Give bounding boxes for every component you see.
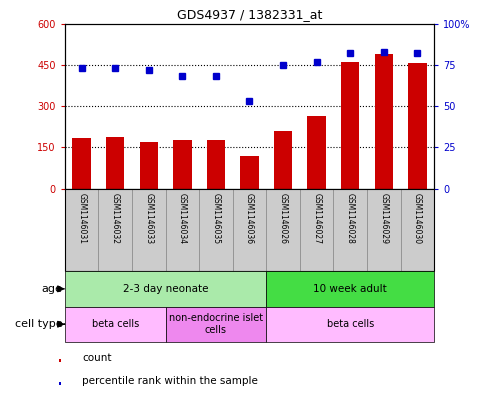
Text: GSM1146031: GSM1146031 xyxy=(77,193,86,244)
Text: GSM1146028: GSM1146028 xyxy=(346,193,355,244)
Text: percentile rank within the sample: percentile rank within the sample xyxy=(82,376,258,386)
Bar xyxy=(274,131,292,189)
Text: GSM1146032: GSM1146032 xyxy=(111,193,120,244)
Text: GSM1146026: GSM1146026 xyxy=(278,193,287,244)
Bar xyxy=(98,189,132,271)
Text: cell type: cell type xyxy=(15,319,62,329)
Bar xyxy=(333,189,367,271)
Bar xyxy=(199,189,233,271)
Bar xyxy=(65,271,266,307)
Bar xyxy=(59,359,61,362)
Bar xyxy=(59,382,61,385)
Bar xyxy=(166,189,199,271)
Bar xyxy=(266,307,434,342)
Text: non-endocrine islet
cells: non-endocrine islet cells xyxy=(169,314,263,335)
Bar xyxy=(307,116,326,189)
Bar xyxy=(166,307,266,342)
Text: count: count xyxy=(82,353,112,363)
Bar xyxy=(65,189,98,271)
Bar xyxy=(106,137,124,189)
Text: beta cells: beta cells xyxy=(326,319,374,329)
Bar xyxy=(132,189,166,271)
Text: GSM1146036: GSM1146036 xyxy=(245,193,254,244)
Text: GSM1146033: GSM1146033 xyxy=(144,193,153,244)
Text: age: age xyxy=(41,284,62,294)
Bar xyxy=(408,63,427,189)
Bar xyxy=(375,54,393,189)
Text: GSM1146027: GSM1146027 xyxy=(312,193,321,244)
Text: GSM1146034: GSM1146034 xyxy=(178,193,187,244)
Title: GDS4937 / 1382331_at: GDS4937 / 1382331_at xyxy=(177,8,322,21)
Bar xyxy=(266,189,300,271)
Bar xyxy=(300,189,333,271)
Text: GSM1146030: GSM1146030 xyxy=(413,193,422,244)
Text: 10 week adult: 10 week adult xyxy=(313,284,387,294)
Bar xyxy=(72,138,91,189)
Bar xyxy=(367,189,401,271)
Bar xyxy=(233,189,266,271)
Bar xyxy=(207,140,225,189)
Bar xyxy=(266,271,434,307)
Text: 2-3 day neonate: 2-3 day neonate xyxy=(123,284,208,294)
Bar xyxy=(173,140,192,189)
Bar xyxy=(240,156,258,189)
Text: beta cells: beta cells xyxy=(92,319,139,329)
Text: GSM1146035: GSM1146035 xyxy=(212,193,221,244)
Bar xyxy=(65,307,166,342)
Bar xyxy=(140,142,158,189)
Bar xyxy=(401,189,434,271)
Bar xyxy=(341,62,359,189)
Text: GSM1146029: GSM1146029 xyxy=(379,193,388,244)
